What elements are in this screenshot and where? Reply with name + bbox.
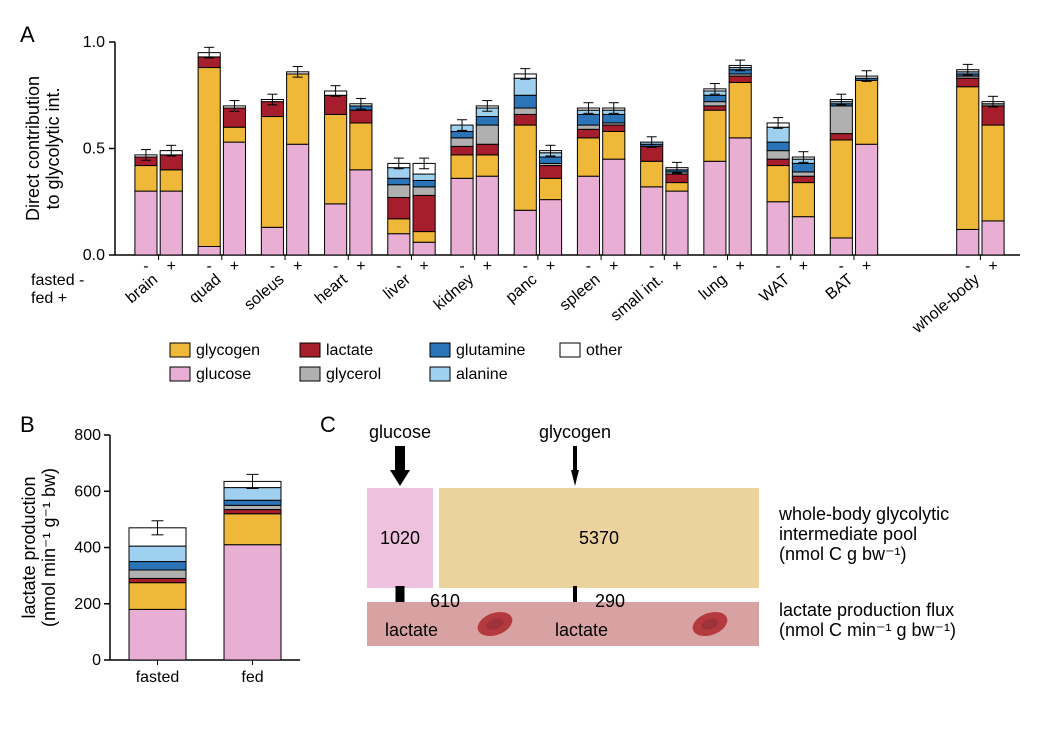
svg-text:Direct contributionto glycolyt: Direct contributionto glycolytic int.	[23, 76, 63, 221]
svg-text:+: +	[483, 258, 492, 275]
legend-swatch-glycogen	[170, 343, 190, 357]
svg-text:+: +	[356, 258, 365, 275]
svg-text:200: 200	[74, 596, 101, 613]
panel-b: B 0 200 400 600 800 lactate production(nmol mi…	[20, 410, 320, 715]
svg-text:0.0: 0.0	[83, 247, 105, 264]
svg-text:WAT: WAT	[757, 271, 794, 306]
svg-text:lactate production flux(nmol C: lactate production flux(nmol C min⁻¹ g b…	[779, 600, 956, 640]
svg-text:B: B	[20, 412, 35, 437]
svg-text:soleus: soleus	[241, 271, 287, 314]
svg-text:+: +	[293, 258, 302, 275]
svg-text:lactate production(nmol min⁻¹: lactate production(nmol min⁻¹ g⁻¹ bw)	[19, 468, 59, 627]
svg-text:+: +	[546, 258, 555, 275]
svg-text:+: +	[862, 258, 871, 275]
panel-c: Cglucose glycogen 1020 5370 610 290 lactate lac…	[320, 410, 1020, 715]
svg-text:A: A	[20, 22, 35, 47]
panel-a: A 0.0 0.5 1.0 Direct contributionto glycolyt…	[20, 20, 1030, 410]
svg-text:0.5: 0.5	[83, 141, 105, 158]
legend-swatch-lactate	[300, 343, 320, 357]
svg-text:brain: brain	[123, 271, 161, 307]
legend-swatch-glycerol	[300, 367, 320, 381]
svg-text:800: 800	[74, 427, 101, 444]
svg-text:small int.: small int.	[608, 271, 667, 325]
svg-text:+: +	[167, 258, 176, 275]
svg-text:lactate: lactate	[385, 620, 438, 640]
legend-swatch-glutamine	[430, 343, 450, 357]
legend-label-lactate: lactate	[326, 342, 373, 359]
svg-text:+: +	[988, 258, 997, 275]
svg-text:290: 290	[595, 591, 625, 611]
legend: glycogen lactate glutamine other glucose glyc…	[20, 335, 1030, 405]
legend-label-glutamine: glutamine	[456, 342, 525, 359]
svg-text:+: +	[799, 258, 808, 275]
svg-text:0: 0	[92, 652, 101, 669]
svg-text:+: +	[609, 258, 618, 275]
legend-label-glycerol: glycerol	[326, 366, 381, 383]
svg-text:C: C	[320, 412, 336, 437]
svg-text:fasted: fasted	[136, 669, 180, 686]
svg-text:+: +	[736, 258, 745, 275]
svg-text:glucose: glucose	[369, 422, 431, 442]
svg-text:lung: lung	[696, 271, 730, 303]
svg-text:+: +	[419, 258, 428, 275]
legend-label-glycogen: glycogen	[196, 342, 260, 359]
svg-text:400: 400	[74, 540, 101, 557]
panel-a-chart: A 0.0 0.5 1.0 Direct contributionto glycolyt…	[20, 20, 1030, 330]
svg-text:600: 600	[74, 483, 101, 500]
legend-swatch-glucose	[170, 367, 190, 381]
svg-text:1.0: 1.0	[83, 34, 105, 51]
svg-text:lactate: lactate	[555, 620, 608, 640]
svg-text:+: +	[230, 258, 239, 275]
svg-text:5370: 5370	[579, 528, 619, 548]
legend-swatch-alanine	[430, 367, 450, 381]
legend-label-other: other	[586, 342, 623, 359]
svg-text:spleen: spleen	[557, 271, 604, 314]
panel-c-diagram: Cglucose glycogen 1020 5370 610 290 lactate lac…	[320, 410, 1020, 710]
svg-text:fed: fed	[241, 669, 263, 686]
svg-text:panc: panc	[503, 271, 541, 306]
svg-text:glycogen: glycogen	[539, 422, 611, 442]
svg-text:liver: liver	[381, 271, 415, 303]
svg-text:whole-body: whole-body	[909, 271, 983, 337]
svg-text:heart: heart	[312, 271, 351, 308]
svg-text:1020: 1020	[380, 528, 420, 548]
svg-text:whole-body glycolyticintermedi: whole-body glycolyticintermediate pool(n…	[778, 504, 949, 564]
svg-text:quad: quad	[186, 271, 224, 307]
svg-text:610: 610	[430, 591, 460, 611]
svg-text:fasted -fed +: fasted -fed +	[31, 272, 84, 307]
svg-text:BAT: BAT	[823, 271, 857, 303]
legend-swatch-other	[560, 343, 580, 357]
legend-label-alanine: alanine	[456, 366, 508, 383]
svg-text:kidney: kidney	[431, 271, 477, 314]
svg-text:+: +	[672, 258, 681, 275]
panel-b-chart: B 0 200 400 600 800 lactate production(nmol mi…	[20, 410, 320, 710]
legend-label-glucose: glucose	[196, 366, 251, 383]
